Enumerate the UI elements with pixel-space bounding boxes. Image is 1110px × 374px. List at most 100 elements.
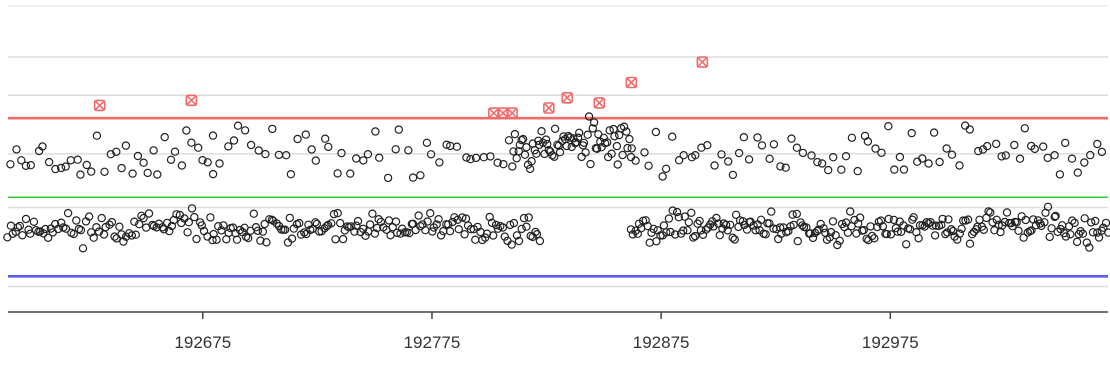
data-point-0-71 bbox=[183, 228, 192, 237]
data-point-6-61 bbox=[992, 139, 1001, 149]
data-point-0-46 bbox=[119, 237, 128, 246]
data-point-6-34 bbox=[829, 152, 838, 162]
data-point-6-4 bbox=[651, 127, 661, 137]
data-point-6-77 bbox=[1085, 150, 1095, 160]
data-point-4-69 bbox=[618, 150, 627, 160]
data-point-0-1 bbox=[6, 221, 16, 230]
data-point-5-227 bbox=[1094, 233, 1104, 242]
data-point-4-46 bbox=[581, 148, 590, 157]
data-point-6-23 bbox=[765, 154, 774, 163]
data-point-2-79 bbox=[391, 217, 401, 226]
data-point-5-182 bbox=[1002, 208, 1012, 217]
data-point-4-47 bbox=[583, 130, 592, 139]
data-point-1-7 bbox=[44, 157, 54, 167]
data-point-5-25 bbox=[679, 226, 688, 235]
data-point-6-37 bbox=[847, 133, 857, 142]
data-point-5-121 bbox=[876, 216, 886, 225]
data-point-5-117 bbox=[867, 231, 877, 241]
data-point-5-45 bbox=[719, 219, 729, 228]
data-point-5-146 bbox=[928, 221, 937, 230]
data-point-5-28 bbox=[684, 218, 694, 227]
data-point-5-46 bbox=[721, 220, 731, 230]
data-point-0-3 bbox=[11, 227, 21, 236]
data-point-6-42 bbox=[877, 148, 886, 157]
data-point-2-89 bbox=[414, 211, 423, 220]
data-point-5-160 bbox=[957, 224, 966, 233]
data-point-6-47 bbox=[907, 128, 916, 138]
data-point-0-30 bbox=[78, 244, 88, 253]
data-point-3-27 bbox=[383, 173, 393, 183]
data-point-4-26 bbox=[550, 152, 559, 161]
data-point-0-67 bbox=[172, 210, 181, 219]
data-point-4-62 bbox=[607, 149, 616, 158]
data-point-6-75 bbox=[1073, 168, 1083, 177]
data-point-6-57 bbox=[965, 125, 975, 134]
data-point-5-36 bbox=[701, 225, 711, 234]
data-point-5-207 bbox=[1053, 227, 1062, 237]
data-point-2-141 bbox=[532, 229, 542, 239]
data-point-1-4 bbox=[26, 160, 35, 170]
data-point-2-142 bbox=[535, 236, 545, 246]
data-point-6-43 bbox=[884, 121, 893, 131]
data-point-0-52 bbox=[134, 219, 144, 229]
data-point-2-11 bbox=[235, 225, 245, 235]
data-point-3-8 bbox=[261, 149, 270, 159]
data-point-2-63 bbox=[353, 216, 363, 226]
data-point-6-38 bbox=[853, 166, 862, 176]
data-point-3-14 bbox=[301, 130, 310, 139]
data-point-5-65 bbox=[761, 230, 770, 239]
data-point-6-50 bbox=[924, 159, 933, 168]
data-point-5-213 bbox=[1066, 230, 1075, 239]
data-point-3-22 bbox=[352, 154, 361, 163]
data-point-6-44 bbox=[890, 165, 899, 174]
data-point-5-118 bbox=[870, 234, 879, 243]
data-point-3-35 bbox=[435, 158, 444, 167]
data-point-2-54 bbox=[333, 208, 342, 218]
data-point-5-148 bbox=[931, 221, 941, 230]
data-point-6-15 bbox=[717, 150, 726, 159]
data-point-6-64 bbox=[1010, 140, 1019, 150]
data-point-3-33 bbox=[422, 138, 432, 147]
data-point-5-133 bbox=[902, 240, 911, 249]
data-point-2-10 bbox=[232, 235, 242, 244]
data-point-6-45 bbox=[895, 152, 905, 162]
data-point-5-122 bbox=[878, 222, 888, 231]
data-point-2-22 bbox=[260, 219, 269, 229]
data-point-3-19 bbox=[333, 169, 342, 178]
data-point-5-105 bbox=[843, 228, 853, 237]
data-point-2-130 bbox=[507, 240, 516, 249]
data-point-3-21 bbox=[346, 169, 355, 178]
data-point-5-171 bbox=[979, 225, 989, 234]
data-point-6-54 bbox=[947, 150, 957, 159]
data-point-1-11 bbox=[66, 156, 76, 165]
x-tick-label-2: 192875 bbox=[633, 333, 690, 352]
data-point-1-13 bbox=[76, 170, 85, 179]
data-point-4-53 bbox=[592, 144, 602, 153]
data-point-1-24 bbox=[139, 158, 148, 167]
data-point-4-61 bbox=[605, 126, 614, 135]
data-point-5-27 bbox=[683, 226, 692, 235]
data-point-5-119 bbox=[873, 222, 882, 232]
data-point-1-1 bbox=[12, 145, 21, 154]
data-point-0-42 bbox=[110, 232, 119, 241]
data-point-2-40 bbox=[302, 229, 311, 239]
data-point-2-114 bbox=[471, 235, 480, 244]
data-point-1-16 bbox=[92, 131, 102, 140]
data-point-2-133 bbox=[514, 236, 524, 246]
data-point-5-165 bbox=[968, 229, 977, 239]
data-point-3-3 bbox=[229, 136, 239, 145]
data-point-6-9 bbox=[679, 150, 688, 160]
data-point-1-34 bbox=[193, 143, 203, 152]
data-point-6-68 bbox=[1030, 144, 1040, 154]
data-point-4-49 bbox=[586, 159, 595, 169]
data-point-6-53 bbox=[942, 144, 951, 153]
data-point-2-139 bbox=[528, 232, 537, 242]
data-point-0-56 bbox=[144, 209, 154, 218]
data-point-1-18 bbox=[106, 149, 116, 159]
data-point-2-137 bbox=[524, 213, 533, 222]
data-point-0-35 bbox=[92, 222, 101, 232]
data-point-5-20 bbox=[668, 206, 677, 215]
data-point-0-75 bbox=[192, 234, 201, 244]
data-point-6-3 bbox=[644, 161, 653, 170]
data-point-0-14 bbox=[39, 229, 48, 238]
